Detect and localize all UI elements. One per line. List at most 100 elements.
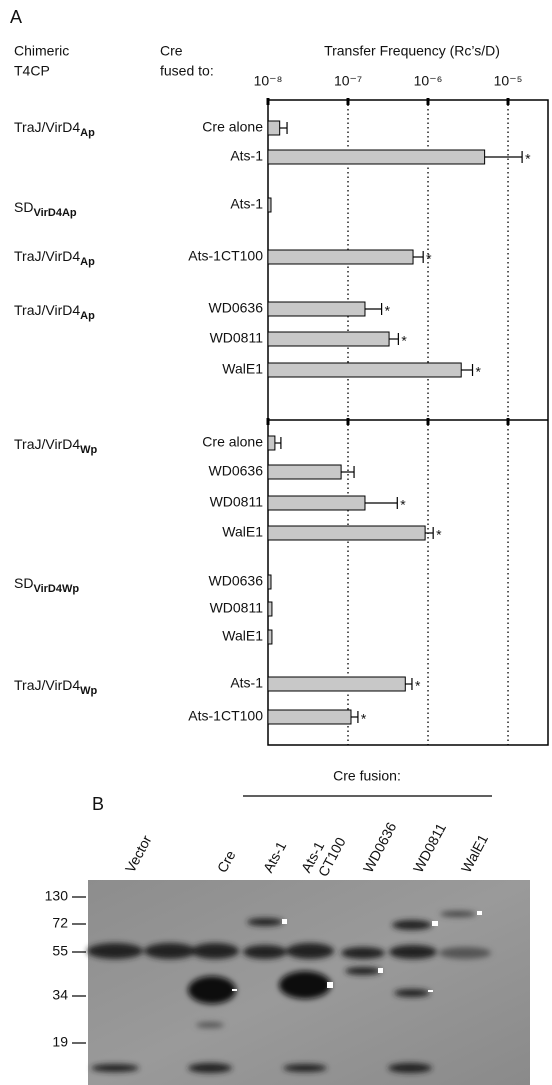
column-header: fused to: [160,63,214,79]
category-label: WD0636 [209,573,264,589]
category-label: WalE1 [222,524,263,540]
band-marker [428,990,433,992]
group-label-subscript: VirD4Wp [33,583,79,595]
panel-label: B [92,794,104,814]
group-label-subscript: Wp [80,685,97,697]
band [91,1064,139,1072]
band [392,920,432,930]
category-label: Ats-1CT100 [188,708,263,724]
x-tick-label: 10⁻⁵ [494,73,523,89]
lane-label: WD0636 [360,819,400,875]
band-marker [327,982,333,988]
band-marker [378,968,383,973]
x-tick-label: 10⁻⁷ [334,73,362,89]
bar [268,121,280,135]
marker-label: 130 [45,888,69,904]
category-label: WalE1 [222,361,263,377]
category-label: Ats-1 [230,675,263,691]
bar [268,677,405,691]
blot-image [87,880,530,1085]
significance-marker: * [400,497,406,513]
bar [268,332,389,346]
column-header: Cre [160,43,183,59]
group-label-text: TraJ/VirD4 [14,436,80,452]
group-label-subscript: Ap [80,127,95,139]
significance-marker: * [401,333,407,349]
category-label: Cre alone [202,434,263,450]
group-label: TraJ/VirD4Ap [14,119,95,139]
significance-marker: * [361,711,367,727]
band [389,945,437,959]
band [388,1063,432,1073]
lane-label: Cre [214,848,239,876]
group-label: SDVirD4Ap [14,199,77,219]
group-label-text: TraJ/VirD4 [14,248,80,264]
page: {"panel_labels": ["A", "B"], "column_hea… [0,0,552,1085]
column-header: T4CP [14,63,50,79]
group-label-subscript: Ap [80,310,95,322]
bar [268,363,461,377]
bar [268,465,341,479]
lane-label: Vector [122,832,155,875]
lane-label: Ats-1 [260,839,290,876]
figure: A Chimeric T4CP Cre fused to: Transfer F… [0,0,552,1085]
category-label: WD0636 [209,463,264,479]
category-label: WD0811 [210,330,264,346]
bar [268,526,425,540]
significance-marker: * [436,527,442,543]
group-label: TraJ/VirD4Wp [14,436,98,456]
bar [268,302,365,316]
group-label-text: TraJ/VirD4 [14,119,80,135]
bar [268,198,271,212]
significance-marker: * [525,151,531,167]
band [188,976,236,1004]
category-label: Cre alone [202,119,263,135]
marker-label: 34 [52,987,68,1003]
chart-title: Transfer Frequency (Rc’s/D) [324,43,500,59]
bar [268,575,271,589]
band-marker [232,989,237,991]
group-label-text: TraJ/VirD4 [14,677,80,693]
panel-label: A [10,7,22,27]
bar [268,710,351,724]
marker-label: 72 [52,915,68,931]
significance-marker: * [385,303,391,319]
significance-marker: * [476,364,482,380]
band [243,945,287,959]
category-label: Ats-1CT100 [188,248,263,264]
band [283,1064,327,1072]
band [191,943,239,959]
band-marker [282,919,287,924]
band [345,967,381,975]
band [196,1022,224,1028]
band [247,918,283,926]
plot-frame [268,100,548,745]
significance-marker: * [415,678,421,694]
bar [268,436,275,450]
band-marker [432,921,438,926]
significance-marker: * [426,251,432,267]
column-header: Chimeric [14,43,69,59]
bar [268,250,413,264]
band [286,943,334,959]
group-label-subscript: VirD4Ap [33,207,76,219]
category-label: WalE1 [222,628,263,644]
band [394,989,430,997]
bar [268,150,485,164]
blot-title: Cre fusion: [333,768,401,784]
category-label: WD0811 [210,494,264,510]
band [144,943,196,959]
marker-label: 19 [52,1034,68,1050]
bar [268,602,272,616]
x-tick-label: 10⁻⁶ [414,73,443,89]
group-label: SDVirD4Wp [14,575,79,595]
bar [268,496,365,510]
band [87,943,143,959]
band [440,911,476,917]
group-label-text: TraJ/VirD4 [14,302,80,318]
group-label: TraJ/VirD4Ap [14,248,95,268]
category-label: WD0811 [210,600,264,616]
group-label-text: SD [14,199,33,215]
lane-label: WalE1 [458,831,491,875]
band [188,1063,232,1073]
